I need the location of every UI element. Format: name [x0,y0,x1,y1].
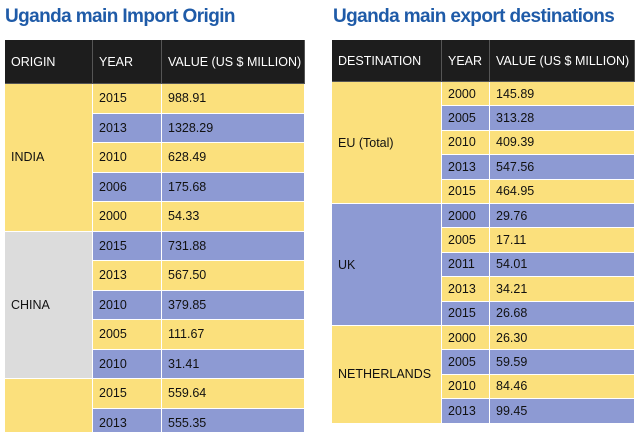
export-table: DESTINATION YEAR VALUE (US $ MILLION) EU (T… [332,40,635,432]
year-cell: 2000 [442,204,490,229]
year-cell: 2013 [442,399,490,424]
value-cell: 175.68 [162,172,305,202]
header-cell: ORIGIN [5,40,93,84]
group-cell: CHINA [5,231,93,379]
year-cell: 2005 [442,350,490,375]
year-cell: 2011 [442,252,490,278]
year-cell: 2000 [442,326,490,351]
year-cell: 2013 [442,277,490,302]
year-cell: 2015 [93,84,162,114]
value-cell: 409.39 [490,130,635,156]
year-cell: 2005 [93,320,162,350]
year-cell: 2000 [93,202,162,232]
group-cell: EU (Total) [332,82,442,204]
value-cell: 26.30 [490,326,635,351]
header-cell: DESTINATION [332,40,442,82]
year-cell: 2010 [442,130,490,156]
year-cell: 2000 [442,82,490,107]
year-cell: 2015 [442,179,490,204]
group-cell: UK [332,204,442,326]
table-title: Uganda main Import Origin [5,6,236,27]
value-cell: 988.91 [162,84,305,114]
year-cell: 2013 [442,155,490,180]
year-cell: 2010 [93,143,162,173]
year-cell: 2013 [93,113,162,143]
value-cell: 59.59 [490,350,635,375]
import-table: ORIGIN YEAR VALUE (US $ MILLION) INDIA 2015 9… [5,40,305,432]
header-cell: YEAR [442,40,490,82]
group-cell: INDIA [5,84,93,232]
table-title: Uganda main export destinations [333,6,615,27]
value-cell: 555.35 [162,408,305,432]
value-cell: 731.88 [162,231,305,261]
value-cell: 145.89 [490,82,635,107]
year-cell: 2005 [442,228,490,253]
value-cell: 99.45 [490,399,635,424]
value-cell: 628.49 [162,143,305,173]
value-cell: 1328.29 [162,113,305,143]
header-cell: VALUE (US $ MILLION) [490,40,635,82]
value-cell: 54.01 [490,252,635,278]
value-cell: 34.21 [490,277,635,302]
value-cell: 29.76 [490,204,635,229]
value-cell: 379.85 [162,290,305,320]
year-cell: 2010 [93,349,162,379]
year-cell: 2010 [93,290,162,320]
header-cell: VALUE (US $ MILLION) [162,40,305,84]
year-cell: 2013 [93,261,162,291]
year-cell: 2015 [93,379,162,409]
value-cell: 26.68 [490,301,635,326]
year-cell: 2006 [93,172,162,202]
value-cell: 84.46 [490,374,635,400]
value-cell: 31.41 [162,349,305,379]
year-cell: 2015 [93,231,162,261]
value-cell: 559.64 [162,379,305,409]
value-cell: 464.95 [490,179,635,204]
value-cell: 111.67 [162,320,305,350]
year-cell: 2013 [93,408,162,432]
group-cell: NETHERLANDS [332,326,442,424]
year-cell: 2005 [442,106,490,131]
year-cell: 2010 [442,374,490,400]
year-cell: 2015 [442,301,490,326]
value-cell: 313.28 [490,106,635,131]
value-cell: 547.56 [490,155,635,180]
group-cell [5,379,93,432]
value-cell: 54.33 [162,202,305,232]
header-cell: YEAR [93,40,162,84]
value-cell: 17.11 [490,228,635,253]
value-cell: 567.50 [162,261,305,291]
